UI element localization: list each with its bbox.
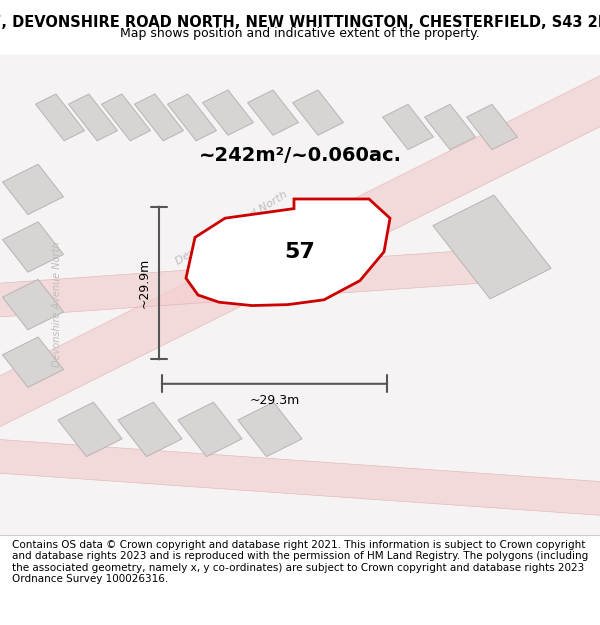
Polygon shape	[0, 249, 492, 341]
Polygon shape	[238, 402, 302, 457]
Polygon shape	[293, 90, 343, 135]
Polygon shape	[2, 164, 64, 214]
Text: ~29.9m: ~29.9m	[137, 258, 151, 308]
Polygon shape	[167, 94, 217, 141]
Text: ~29.3m: ~29.3m	[250, 394, 299, 407]
Polygon shape	[0, 431, 600, 523]
Text: Map shows position and indicative extent of the property.: Map shows position and indicative extent…	[120, 27, 480, 39]
Polygon shape	[383, 104, 433, 149]
Polygon shape	[101, 94, 151, 141]
Polygon shape	[58, 402, 122, 457]
Text: Contains OS data © Crown copyright and database right 2021. This information is : Contains OS data © Crown copyright and d…	[12, 539, 588, 584]
Text: 57: 57	[284, 242, 316, 262]
Text: Devonshire Avenue North: Devonshire Avenue North	[52, 242, 62, 368]
Text: ~242m²/~0.060ac.: ~242m²/~0.060ac.	[199, 146, 401, 165]
Polygon shape	[35, 94, 85, 141]
Polygon shape	[134, 94, 184, 141]
Text: 57, DEVONSHIRE ROAD NORTH, NEW WHITTINGTON, CHESTERFIELD, S43 2DE: 57, DEVONSHIRE ROAD NORTH, NEW WHITTINGT…	[0, 16, 600, 31]
Polygon shape	[248, 90, 298, 135]
Polygon shape	[467, 104, 517, 149]
Polygon shape	[178, 402, 242, 457]
Polygon shape	[186, 199, 390, 306]
Polygon shape	[68, 94, 118, 141]
Polygon shape	[2, 337, 64, 388]
Polygon shape	[2, 279, 64, 330]
Polygon shape	[2, 222, 64, 272]
Polygon shape	[118, 402, 182, 457]
Polygon shape	[433, 195, 551, 299]
Polygon shape	[425, 104, 475, 149]
Polygon shape	[203, 90, 253, 135]
Polygon shape	[0, 57, 600, 475]
Text: Devonshire Road North: Devonshire Road North	[173, 189, 289, 266]
